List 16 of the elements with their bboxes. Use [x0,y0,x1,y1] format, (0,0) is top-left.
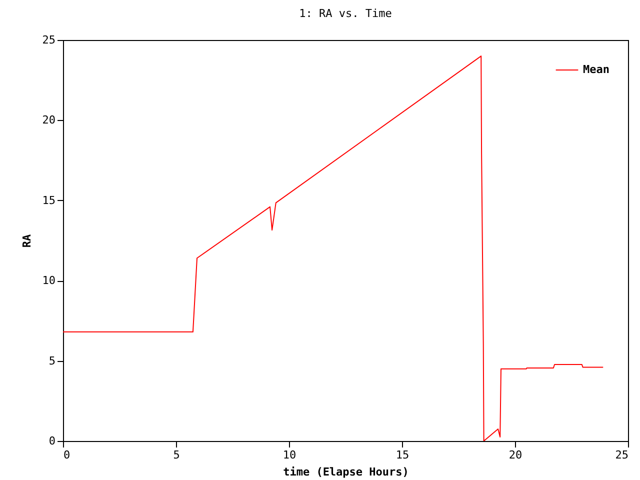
y-tick-label: 20 [42,114,56,127]
x-axis-title: time (Elapse Hours) [283,466,409,478]
y-tick-label: 10 [42,274,56,288]
y-axis-title: RA [20,234,34,248]
x-tick-label: 10 [282,448,296,462]
y-tick-label: 15 [42,194,56,207]
legend-label: Mean [583,63,610,76]
chart-title: 1: RA vs. Time [299,7,392,20]
x-tick-label: 25 [615,448,628,462]
y-tick-label: 5 [48,354,56,368]
x-tick-label: 0 [64,448,70,462]
x-tick-label: 20 [508,448,522,462]
y-tick-label: 25 [42,34,56,46]
x-tick-label: 5 [173,448,180,462]
y-tick-label: 0 [48,434,56,448]
x-tick-label: 15 [396,448,410,462]
